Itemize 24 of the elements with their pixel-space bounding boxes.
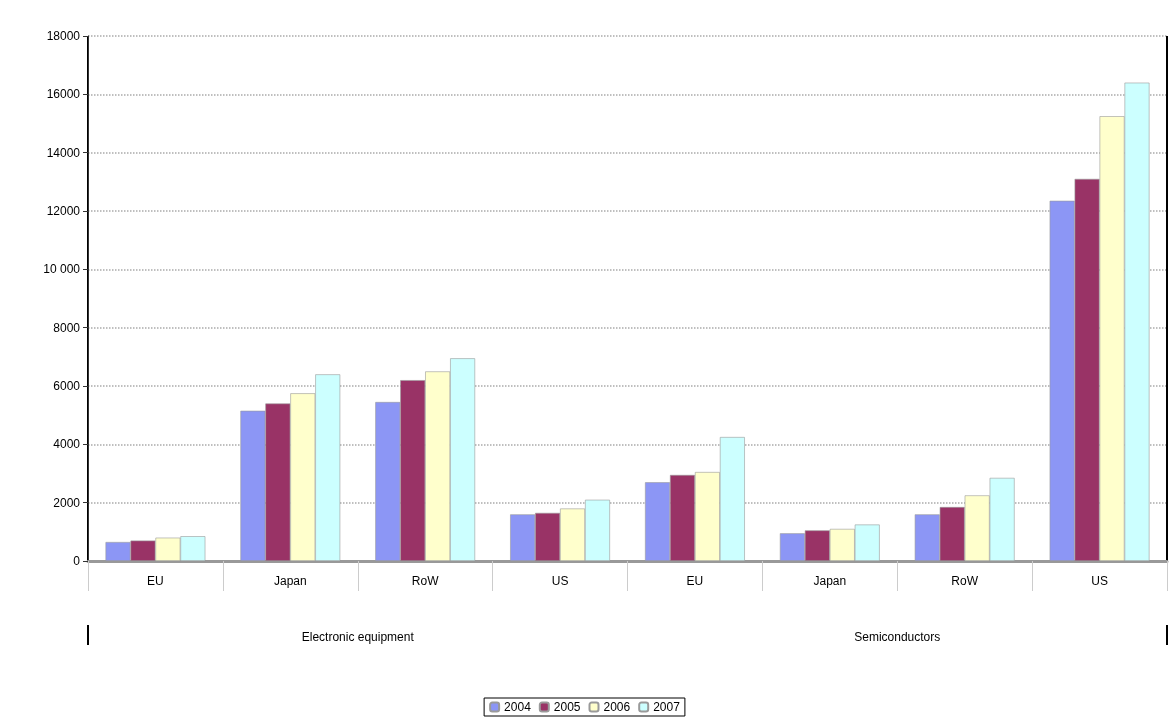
x-tick-label: Japan xyxy=(813,574,847,588)
x-tick-label: RoW xyxy=(951,574,979,588)
x-tick-label: EU xyxy=(686,574,704,588)
text: Semiconductors xyxy=(854,630,941,644)
y-tick-label: 14000 xyxy=(46,145,81,160)
legend-label: 2004 xyxy=(504,700,532,714)
y-tick-label: 8000 xyxy=(53,320,81,335)
y-tick-label: 10 000 xyxy=(43,262,81,277)
y-tick-label: 6000 xyxy=(53,379,81,393)
x-tick-label: US xyxy=(1091,574,1108,588)
legend-label: 2007 xyxy=(653,700,681,714)
x-tick-label: EU xyxy=(147,574,164,588)
y-tick-label: 4000 xyxy=(53,437,81,452)
y-tick-label: 18000 xyxy=(46,29,81,43)
y-tick-label: 2000 xyxy=(53,495,81,510)
y-tick-label: 16000 xyxy=(46,87,81,102)
x-tick-label: US xyxy=(551,574,569,588)
y-tick-label: 0 xyxy=(73,554,81,568)
y-tick-label: 12000 xyxy=(46,204,81,218)
x-tick-label: Japan xyxy=(273,574,307,588)
text: Electronic equipment xyxy=(301,630,415,644)
x-tick-label: RoW xyxy=(411,574,440,588)
legend-label: 2005 xyxy=(553,700,581,714)
legend-label: 2006 xyxy=(603,700,631,714)
